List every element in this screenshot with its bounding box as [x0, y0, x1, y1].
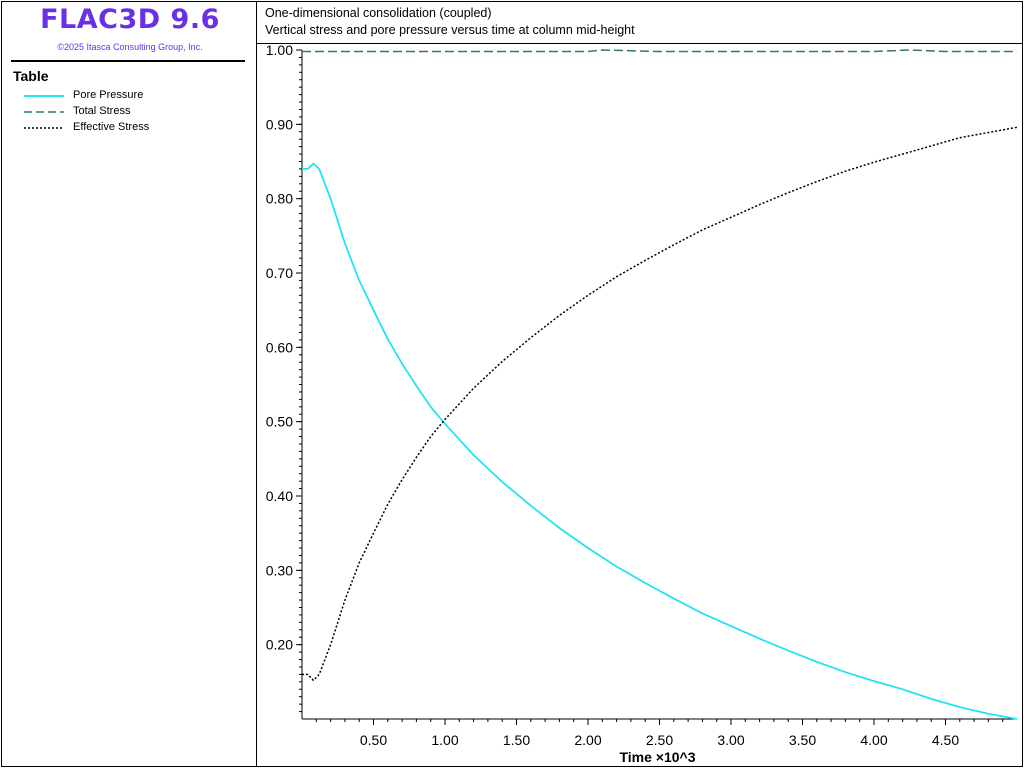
- x-tick-label: 3.50: [789, 732, 816, 748]
- series-line-effective-stress: [302, 126, 1018, 682]
- x-axis-label: Time ×10^3: [619, 749, 695, 765]
- legend-item-pore-pressure[interactable]: Pore Pressure: [24, 89, 244, 103]
- y-tick-label: 0.30: [266, 562, 293, 578]
- dashed-line-swatch-icon: [24, 111, 64, 113]
- legend-label: Total Stress: [73, 105, 131, 117]
- legend-title: Table: [13, 68, 49, 84]
- legend-label: Effective Stress: [73, 121, 150, 133]
- control-panel: FLAC3D 9.6 ©2025 Itasca Consulting Group…: [2, 2, 257, 766]
- y-tick-label: 0.60: [266, 339, 293, 355]
- dotted-line-swatch-icon: [24, 127, 64, 129]
- title-divider: [257, 43, 1022, 44]
- y-tick-label: 0.70: [266, 265, 293, 281]
- chart-title: One-dimensional consolidation (coupled): [265, 6, 492, 20]
- brand-divider: [11, 60, 245, 62]
- solid-line-swatch-icon: [24, 95, 64, 97]
- y-tick-label: 0.20: [266, 637, 293, 653]
- chart-subtitle: Vertical stress and pore pressure versus…: [265, 23, 635, 37]
- y-tick-label: 0.40: [266, 488, 293, 504]
- x-tick-label: 2.50: [646, 732, 673, 748]
- y-tick-label: 1.00: [266, 42, 293, 58]
- legend-item-effective-stress[interactable]: Effective Stress: [24, 121, 244, 135]
- line-chart[interactable]: 0.20 0.30 0.40 0.50 0.60 0.70 0.80 0.90 1.00 0.50…: [257, 2, 1022, 766]
- y-tick-label: 0.80: [266, 191, 293, 207]
- y-tick-label: 0.50: [266, 414, 293, 430]
- y-tick-label: 0.90: [266, 116, 293, 132]
- x-tick-label: 2.00: [574, 732, 601, 748]
- series-line-pore-pressure: [302, 162, 1018, 720]
- chart-panel: One-dimensional consolidation (coupled) …: [257, 2, 1022, 766]
- x-tick-label: 0.50: [360, 732, 387, 748]
- x-tick-label: 1.00: [431, 732, 458, 748]
- series-line-total-stress: [302, 49, 1017, 53]
- copyright-notice: ©2025 Itasca Consulting Group, Inc.: [57, 42, 203, 52]
- legend-label: Pore Pressure: [73, 89, 144, 101]
- app-brand: FLAC3D 9.6: [40, 4, 220, 35]
- x-tick-label: 4.00: [860, 732, 887, 748]
- x-tick-label: 3.00: [717, 732, 744, 748]
- legend-item-total-stress[interactable]: Total Stress: [24, 105, 244, 119]
- x-tick-label: 1.50: [503, 732, 530, 748]
- x-tick-label: 4.50: [932, 732, 959, 748]
